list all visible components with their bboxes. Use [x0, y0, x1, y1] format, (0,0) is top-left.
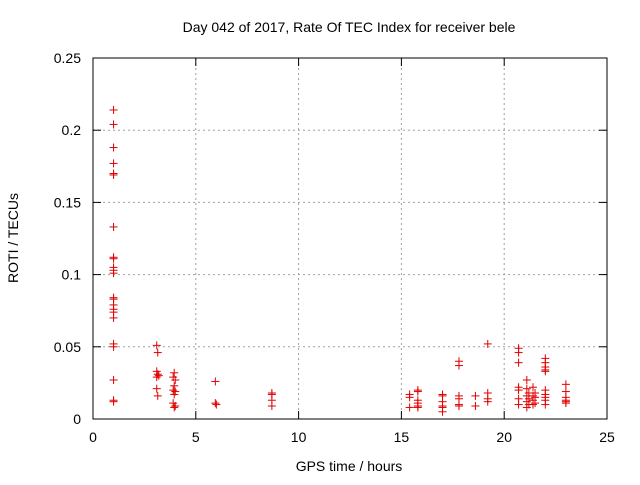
data-point: [561, 380, 570, 389]
x-tick-label: 20: [496, 429, 512, 445]
data-point: [109, 159, 118, 168]
data-point: [483, 339, 492, 348]
data-point: [454, 361, 463, 370]
data-point: [528, 383, 537, 392]
data-point: [109, 170, 118, 179]
plot-frame: [92, 57, 608, 420]
data-point: [171, 402, 180, 411]
data-point: [153, 391, 162, 400]
x-tick-label: 15: [394, 429, 410, 445]
data-point: [170, 390, 179, 399]
axis-tick-labels: 0 5 10 15 20 25 0 0.05 0.1 0.15 0.2 0.25: [54, 50, 615, 445]
data-point: [438, 407, 447, 416]
grid: [93, 58, 607, 419]
data-point: [514, 358, 523, 367]
data-point: [528, 400, 537, 409]
data-point: [267, 402, 276, 411]
data-point: [152, 341, 161, 350]
y-tick-label: 0: [73, 411, 81, 427]
data-point: [109, 397, 118, 406]
data-point: [152, 373, 161, 382]
data-point: [471, 402, 480, 411]
axis-ticks: [92, 57, 608, 420]
chart-title: Day 042 of 2017, Rate Of TEC Index for r…: [183, 19, 516, 35]
data-point: [531, 399, 540, 408]
data-point: [109, 143, 118, 152]
data-point: [541, 400, 550, 409]
data-point: [413, 387, 422, 396]
data-point: [109, 105, 118, 114]
y-tick-label: 0.1: [62, 267, 82, 283]
data-point: [522, 384, 531, 393]
data-point: [405, 403, 414, 412]
data-point: [153, 348, 162, 357]
x-tick-label: 10: [291, 429, 307, 445]
data-point: [561, 399, 570, 408]
x-tick-label: 5: [192, 429, 200, 445]
x-tick-label: 0: [89, 429, 97, 445]
data-point: [109, 222, 118, 231]
data-point: [471, 391, 480, 400]
data-point: [109, 269, 118, 278]
data-point: [109, 120, 118, 129]
data-point: [211, 377, 220, 386]
y-tick-label: 0.05: [54, 339, 81, 355]
data-point: [522, 376, 531, 385]
y-tick-label: 0.15: [54, 194, 81, 210]
data-point: [514, 400, 523, 409]
data-point: [541, 367, 550, 376]
data-point: [170, 368, 179, 377]
data-point: [170, 403, 179, 412]
data-point: [170, 381, 179, 390]
data-point: [514, 348, 523, 357]
y-tick-label: 0.25: [54, 50, 81, 66]
data-points: [109, 105, 570, 416]
data-point: [413, 403, 422, 412]
data-point: [405, 393, 414, 402]
data-point: [212, 400, 221, 409]
data-point: [211, 399, 220, 408]
data-point: [109, 254, 118, 263]
y-tick-label: 0.2: [62, 122, 82, 138]
x-tick-label: 25: [599, 429, 615, 445]
data-point: [109, 313, 118, 322]
data-point: [514, 386, 523, 395]
x-axis-title: GPS time / hours: [296, 458, 403, 474]
y-axis-title: ROTI / TECUs: [5, 193, 21, 283]
data-point: [152, 384, 161, 393]
data-point: [522, 403, 531, 412]
data-point: [109, 376, 118, 385]
data-point: [109, 342, 118, 351]
data-point: [483, 397, 492, 406]
data-point: [169, 386, 178, 395]
data-point: [454, 402, 463, 411]
data-point: [171, 376, 180, 385]
data-point: [154, 371, 163, 380]
